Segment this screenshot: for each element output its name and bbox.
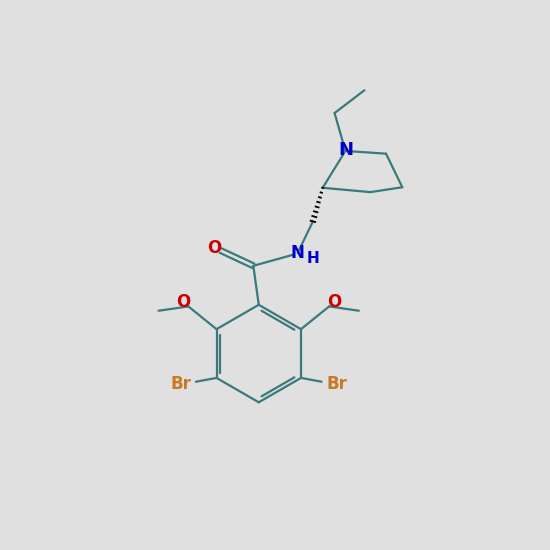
Text: O: O xyxy=(176,293,190,311)
Text: Br: Br xyxy=(326,376,347,393)
Text: O: O xyxy=(207,239,221,257)
Text: N: N xyxy=(338,141,353,159)
Text: O: O xyxy=(327,293,342,311)
Text: N: N xyxy=(291,244,305,262)
Text: Br: Br xyxy=(170,376,191,393)
Text: H: H xyxy=(306,251,320,266)
